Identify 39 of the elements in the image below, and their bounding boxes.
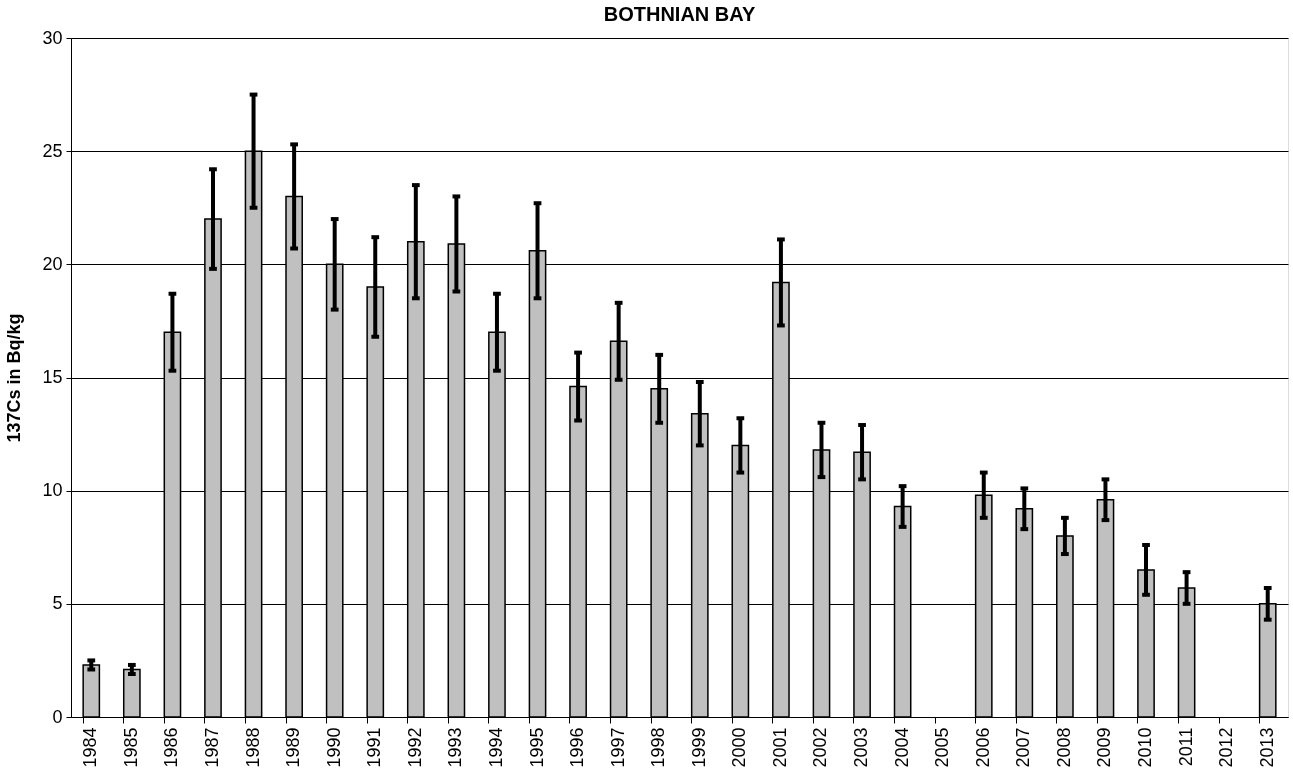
y-tick-label: 0 bbox=[52, 706, 63, 727]
x-tick-label: 1996 bbox=[567, 727, 588, 768]
x-tick-label: 1985 bbox=[120, 727, 141, 768]
x-tick-label: 1986 bbox=[161, 727, 182, 768]
x-tick-label: 2008 bbox=[1053, 727, 1074, 768]
x-tick-label: 1995 bbox=[526, 727, 547, 768]
x-tick-label: 2000 bbox=[729, 727, 750, 768]
y-tick-label: 30 bbox=[42, 27, 63, 48]
x-tick-label: 1988 bbox=[242, 727, 263, 768]
x-tick-label: 2012 bbox=[1216, 727, 1237, 768]
x-tick-label: 2004 bbox=[891, 727, 912, 768]
x-tick-label: 1987 bbox=[201, 727, 222, 768]
x-tick-label: 2010 bbox=[1135, 727, 1156, 768]
y-tick-label: 25 bbox=[42, 140, 63, 161]
y-axis-title: 137Cs in Bq/kg bbox=[4, 313, 25, 443]
x-tick-label: 2005 bbox=[932, 727, 953, 768]
y-tick-label: 15 bbox=[42, 367, 63, 387]
x-tick-label: 1999 bbox=[688, 727, 709, 768]
x-tick-label: 2003 bbox=[851, 727, 872, 768]
x-tick-label: 2001 bbox=[769, 727, 790, 768]
x-tick-label: 1991 bbox=[364, 727, 385, 768]
x-tick-label: 1992 bbox=[404, 727, 425, 768]
x-tick-label: 2007 bbox=[1013, 727, 1034, 768]
x-tick-label: 1998 bbox=[648, 727, 669, 768]
y-tick-label: 5 bbox=[52, 593, 63, 614]
x-tick-label: 2013 bbox=[1256, 727, 1277, 768]
x-tick-label: 2002 bbox=[810, 727, 831, 768]
x-tick-label: 2011 bbox=[1175, 727, 1196, 767]
x-tick-label: 2009 bbox=[1094, 727, 1115, 768]
chart-title: BOTHNIAN BAY bbox=[603, 3, 756, 25]
x-tick-label: 1984 bbox=[80, 727, 101, 768]
x-tick-label: 1993 bbox=[445, 727, 466, 768]
x-tick-label: 1997 bbox=[607, 727, 628, 768]
y-tick-label: 20 bbox=[42, 253, 63, 274]
y-tick-label: 10 bbox=[42, 480, 63, 501]
x-tick-label: 1990 bbox=[323, 727, 344, 768]
x-tick-label: 2006 bbox=[972, 727, 993, 768]
x-tick-label: 1994 bbox=[485, 727, 506, 768]
x-tick-label: 1989 bbox=[283, 727, 304, 768]
